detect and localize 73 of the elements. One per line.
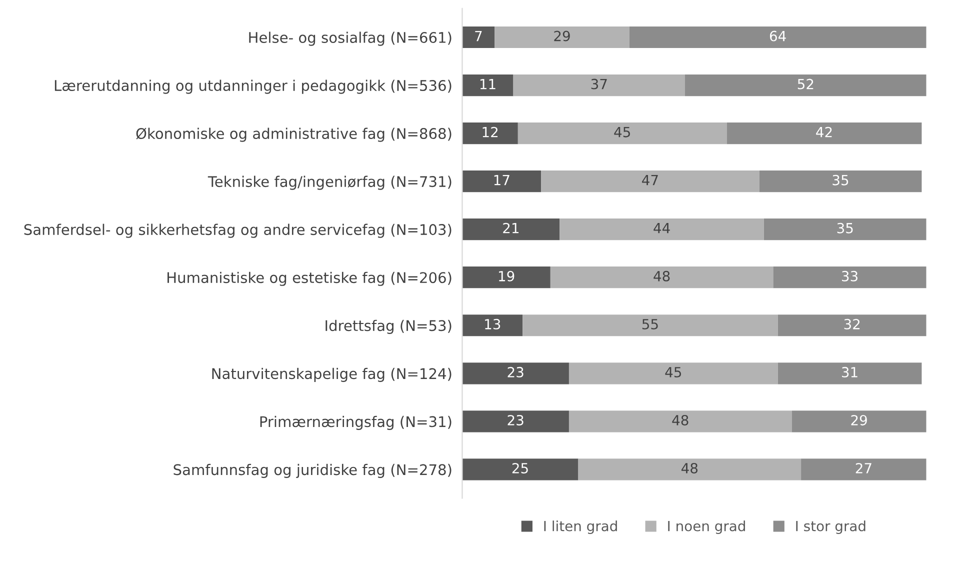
data-label: 33	[842, 270, 858, 282]
bar	[578, 458, 802, 480]
bar	[462, 122, 518, 144]
bar	[522, 314, 778, 336]
data-label: 12	[482, 126, 498, 138]
bar	[550, 266, 774, 288]
bar	[518, 122, 727, 144]
y-tick-label: Samferdsel- og sikkerhetsfag og andre servicefag (N=103)	[24, 224, 452, 238]
bar	[462, 170, 542, 192]
bar	[462, 74, 514, 96]
y-tick-label: Helse- og sosialfag (N=661)	[249, 32, 452, 46]
bar	[773, 266, 926, 288]
data-label: 55	[642, 319, 658, 330]
bar	[568, 362, 778, 384]
bar	[778, 362, 922, 384]
bar	[494, 26, 630, 48]
data-label: 48	[681, 462, 698, 474]
data-label: 47	[642, 175, 658, 186]
bar	[462, 266, 550, 288]
bar	[764, 218, 926, 240]
legend-label: I liten grad	[544, 520, 617, 534]
data-label: 45	[614, 127, 630, 138]
bar	[541, 170, 760, 192]
y-tick-label: Samfunnsfag og juridiske fag (N=278)	[174, 464, 452, 478]
y-tick-label: Tekniske fag/ingeniørfag (N=731)	[208, 176, 452, 190]
data-label: 25	[512, 462, 528, 474]
data-label: 37	[591, 78, 607, 90]
data-label: 42	[816, 126, 832, 138]
data-label: 23	[508, 366, 524, 378]
y-tick-label: Økonomiske og administrative fag (N=868)	[136, 128, 452, 142]
bar	[462, 458, 578, 480]
bar	[462, 218, 560, 240]
bar	[801, 458, 926, 480]
bar	[462, 362, 569, 384]
legend-label: I stor grad	[796, 520, 866, 534]
bar	[685, 74, 926, 96]
y-tick-label: Idrettsfag (N=53)	[326, 320, 452, 334]
y-tick-label: Humanistiske og estetiske fag (N=206)	[168, 272, 452, 286]
data-label: 48	[654, 270, 670, 282]
bar	[726, 122, 922, 144]
data-label: 27	[856, 462, 872, 474]
data-label: 35	[837, 222, 853, 234]
data-label: 19	[499, 270, 514, 282]
data-label: 13	[485, 318, 500, 330]
data-label: 7	[475, 30, 482, 42]
bar	[560, 218, 764, 240]
data-label: 45	[665, 367, 682, 378]
data-label: 35	[832, 174, 848, 186]
y-tick-label: Primærnæringsfag (N=31)	[260, 416, 452, 430]
bar	[759, 170, 922, 192]
data-label: 48	[672, 414, 688, 426]
bar	[462, 26, 495, 48]
data-label: 29	[554, 30, 570, 42]
bar	[462, 410, 569, 432]
bar	[792, 410, 926, 432]
data-label: 31	[842, 366, 858, 378]
bar	[513, 74, 685, 96]
y-tick-label: Naturvitenskapelige fag (N=124)	[212, 368, 452, 382]
bar	[629, 26, 926, 48]
data-label: 11	[480, 78, 496, 90]
data-label: 64	[770, 30, 786, 42]
data-label: 17	[494, 175, 510, 186]
bar	[778, 314, 926, 336]
data-label: 23	[508, 414, 524, 426]
data-label: 29	[851, 414, 867, 426]
legend-label: I noen grad	[668, 520, 745, 534]
bar	[568, 410, 792, 432]
bar	[462, 314, 523, 336]
data-label: 44	[654, 223, 670, 234]
data-label: 32	[844, 318, 860, 330]
data-label: 21	[503, 222, 519, 234]
data-label: 52	[798, 78, 814, 90]
y-tick-label: Lærerutdanning og utdanninger i pedagogikk (N=536)	[54, 80, 452, 94]
